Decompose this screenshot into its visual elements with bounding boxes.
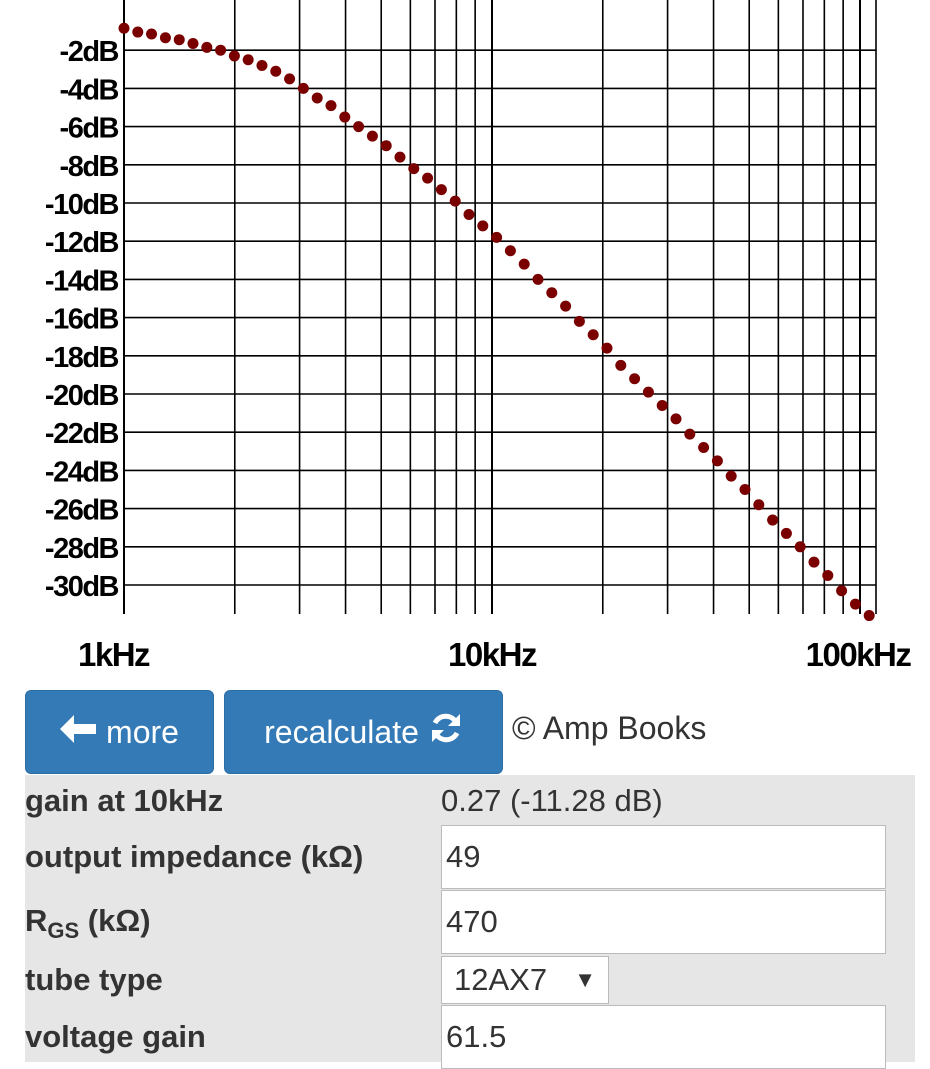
data-point: [242, 54, 254, 66]
y-tick-label: -2dB: [60, 36, 119, 68]
data-point: [380, 140, 392, 152]
data-point: [201, 41, 213, 53]
data-point: [159, 32, 171, 44]
data-point: [353, 121, 365, 133]
data-point: [642, 386, 654, 398]
data-point: [270, 65, 282, 77]
more-button-label: more: [106, 713, 179, 750]
y-tick-label: -20dB: [45, 380, 119, 412]
more-button[interactable]: more: [25, 690, 214, 774]
data-point: [518, 258, 530, 270]
data-point: [504, 245, 516, 257]
data-point: [753, 499, 765, 511]
data-point: [422, 172, 434, 184]
data-points: [118, 22, 875, 622]
data-point: [698, 441, 710, 453]
output-impedance-input[interactable]: 49: [441, 825, 886, 889]
data-point: [587, 329, 599, 341]
y-tick-label: -16dB: [45, 304, 119, 336]
tube-type-select[interactable]: 12AX7 ▼: [441, 956, 609, 1004]
data-point: [780, 527, 792, 539]
data-point: [670, 413, 682, 425]
y-tick-label: -26dB: [45, 495, 119, 527]
data-point: [836, 585, 848, 597]
y-tick-label: -8dB: [60, 151, 119, 183]
data-point: [615, 359, 627, 371]
y-tick-label: -4dB: [60, 74, 119, 106]
voltage-gain-label: voltage gain: [25, 1019, 206, 1054]
data-point: [684, 428, 696, 440]
data-point: [477, 220, 489, 232]
tube-type-label: tube type: [25, 962, 163, 997]
data-point: [739, 484, 751, 495]
data-point: [435, 184, 447, 196]
data-point: [560, 300, 572, 312]
chart-grid: [123, 0, 877, 614]
y-tick-label: -24dB: [45, 456, 119, 488]
data-point: [767, 514, 779, 526]
arrow-left-icon: [60, 714, 97, 751]
data-point: [491, 231, 503, 243]
parameters-panel: gain at 10kHz 0.27 (-11.28 dB) output im…: [25, 775, 915, 1069]
data-point: [284, 73, 296, 85]
data-point: [808, 556, 820, 568]
data-point: [146, 28, 158, 40]
data-point: [656, 399, 668, 411]
x-axis-labels: 1kHz 10kHz 100kHz: [78, 636, 913, 673]
data-point: [118, 22, 130, 34]
copyright-text: © Amp Books: [512, 710, 707, 746]
y-tick-label: -12dB: [45, 227, 119, 259]
frequency-response-chart: -2dB -4dB -6dB -8dB -10dB -12dB -14dB -16dB -18d…: [45, 0, 913, 673]
data-point: [725, 470, 737, 482]
data-point: [794, 541, 806, 553]
y-axis-labels: -2dB -4dB -6dB -8dB -10dB -12dB -14dB -16dB -18d…: [45, 36, 120, 603]
x-tick-label: 100kHz: [806, 636, 912, 673]
data-point: [822, 569, 834, 581]
data-point: [173, 34, 185, 46]
data-point: [256, 59, 268, 71]
y-tick-label: -28dB: [45, 533, 119, 565]
data-point: [449, 195, 461, 207]
y-tick-label: -6dB: [60, 113, 119, 145]
gain-label: gain at 10kHz: [25, 783, 224, 818]
data-point: [325, 100, 337, 112]
y-tick-label: -14dB: [45, 265, 119, 297]
voltage-gain-input[interactable]: 61.5: [441, 1005, 886, 1069]
rgs-label: RGS (kΩ): [25, 903, 151, 944]
data-point: [228, 50, 240, 62]
data-point: [601, 342, 613, 354]
gain-value: 0.27 (-11.28 dB): [441, 783, 663, 818]
output-impedance-label: output impedance (kΩ): [25, 839, 364, 874]
y-tick-label: -10dB: [45, 189, 119, 221]
data-point: [187, 38, 199, 50]
x-tick-label: 1kHz: [78, 636, 150, 673]
refresh-icon: [429, 711, 463, 753]
data-point: [132, 26, 144, 38]
data-point: [297, 82, 309, 94]
recalculate-button[interactable]: recalculate: [224, 690, 503, 774]
data-point: [629, 373, 641, 385]
data-point: [546, 287, 558, 299]
data-point: [215, 44, 227, 56]
data-point: [711, 455, 723, 467]
dropdown-arrow-icon: ▼: [574, 967, 596, 992]
tube-type-value: 12AX7: [454, 962, 548, 997]
y-tick-label: -22dB: [45, 418, 119, 450]
data-point: [311, 92, 323, 104]
data-point: [863, 610, 875, 622]
data-point: [408, 163, 420, 175]
data-point: [532, 273, 544, 285]
recalculate-button-label: recalculate: [264, 713, 419, 750]
data-point: [339, 111, 351, 123]
data-point: [573, 315, 585, 327]
y-tick-label: -18dB: [45, 342, 119, 374]
x-tick-label: 10kHz: [448, 636, 537, 673]
data-point: [849, 598, 861, 610]
data-point: [366, 130, 378, 142]
data-point: [463, 208, 475, 220]
data-point: [394, 151, 406, 163]
y-tick-label: -30dB: [45, 571, 119, 603]
rgs-input[interactable]: 470: [441, 890, 886, 954]
